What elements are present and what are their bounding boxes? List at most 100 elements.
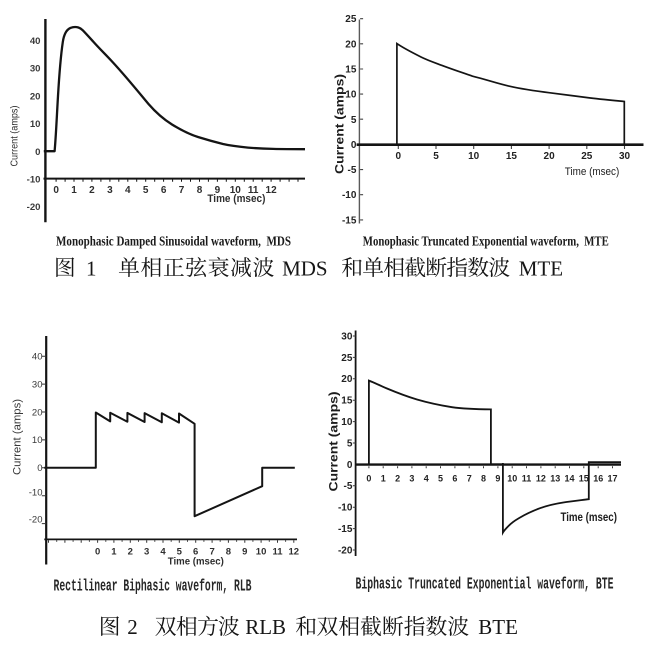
svg-text:-15: -15 [342, 215, 357, 226]
svg-text:5: 5 [438, 474, 443, 484]
svg-text:Current (amps): Current (amps) [332, 74, 346, 174]
svg-text:40: 40 [32, 352, 43, 363]
svg-text:12: 12 [536, 474, 546, 484]
svg-text:10: 10 [507, 474, 517, 484]
svg-text:10: 10 [32, 435, 43, 446]
svg-text:0: 0 [95, 546, 100, 557]
svg-text:10: 10 [341, 417, 353, 428]
svg-text:0: 0 [351, 140, 357, 151]
svg-text:MTE: MTE [519, 256, 563, 280]
svg-text:1: 1 [86, 256, 97, 280]
svg-text:0: 0 [366, 474, 371, 484]
svg-text:15: 15 [345, 65, 357, 76]
svg-text:25: 25 [341, 353, 353, 364]
svg-text:Biphasic Truncated Exponential: Biphasic Truncated Exponential waveform,… [356, 575, 614, 594]
svg-text:7: 7 [467, 474, 472, 484]
svg-text:2: 2 [395, 474, 400, 484]
svg-text:20: 20 [30, 91, 41, 102]
svg-text:5: 5 [143, 185, 149, 196]
svg-text:4: 4 [125, 185, 131, 196]
svg-text:1: 1 [381, 474, 386, 484]
svg-text:5: 5 [347, 438, 353, 449]
svg-text:3: 3 [144, 546, 149, 557]
svg-text:30: 30 [341, 331, 353, 342]
svg-text:30: 30 [619, 151, 631, 162]
svg-text:30: 30 [32, 379, 43, 390]
svg-text:MDS: MDS [282, 256, 328, 280]
svg-text:0: 0 [35, 147, 40, 158]
svg-text:11: 11 [248, 185, 259, 196]
svg-text:RLB: RLB [245, 615, 286, 639]
svg-text:15: 15 [579, 474, 589, 484]
svg-text:9: 9 [242, 546, 247, 557]
svg-text:BTE: BTE [478, 615, 518, 639]
svg-text:10: 10 [468, 151, 480, 162]
svg-text:11: 11 [522, 474, 532, 484]
svg-text:Current (amps): Current (amps) [9, 106, 21, 167]
svg-text:-20: -20 [27, 202, 41, 213]
svg-text:Current (amps): Current (amps) [327, 391, 341, 491]
svg-text:0: 0 [396, 151, 402, 162]
svg-text:6: 6 [452, 474, 457, 484]
svg-text:1: 1 [111, 546, 117, 557]
svg-text:5: 5 [433, 151, 439, 162]
svg-text:0: 0 [53, 185, 59, 196]
svg-text:20: 20 [544, 151, 556, 162]
svg-text:9: 9 [495, 474, 500, 484]
svg-text:13: 13 [550, 474, 560, 484]
svg-text:Time (msec): Time (msec) [168, 557, 224, 568]
svg-text:-5: -5 [347, 165, 356, 176]
svg-text:30: 30 [30, 64, 41, 75]
svg-text:3: 3 [107, 185, 113, 196]
svg-text:11: 11 [272, 546, 283, 557]
svg-text:15: 15 [341, 396, 353, 407]
svg-text:25: 25 [581, 151, 593, 162]
svg-text:-10: -10 [338, 503, 353, 514]
svg-text:8: 8 [226, 546, 231, 557]
svg-text:12: 12 [289, 546, 300, 557]
svg-text:25: 25 [345, 14, 357, 25]
svg-text:10: 10 [345, 90, 357, 101]
svg-text:8: 8 [197, 185, 203, 196]
svg-text:17: 17 [607, 474, 617, 484]
svg-text:10: 10 [30, 119, 41, 130]
svg-text:-5: -5 [343, 481, 352, 492]
svg-text:Rectilinear Biphasic waveform,: Rectilinear Biphasic waveform, RLB [54, 578, 252, 597]
svg-text:2: 2 [89, 185, 95, 196]
svg-text:20: 20 [345, 39, 357, 50]
svg-text:10: 10 [256, 546, 267, 557]
svg-text:15: 15 [506, 151, 518, 162]
svg-text:7: 7 [209, 546, 214, 557]
svg-text:5: 5 [351, 115, 357, 126]
svg-text:16: 16 [593, 474, 603, 484]
svg-text:Time (msec): Time (msec) [560, 510, 617, 524]
svg-text:1: 1 [71, 185, 77, 196]
svg-text:6: 6 [193, 546, 198, 557]
svg-text:-20: -20 [29, 515, 43, 526]
svg-text:7: 7 [179, 185, 185, 196]
svg-text:6: 6 [161, 185, 167, 196]
svg-text:Time (msec): Time (msec) [565, 166, 620, 178]
svg-text:12: 12 [266, 185, 278, 196]
svg-text:5: 5 [177, 546, 183, 557]
svg-text:40: 40 [30, 36, 41, 47]
svg-text:14: 14 [564, 474, 574, 484]
svg-text:8: 8 [481, 474, 486, 484]
svg-text:-10: -10 [342, 190, 357, 201]
svg-text:2: 2 [127, 615, 138, 639]
svg-text:-10: -10 [27, 175, 41, 186]
svg-text:20: 20 [32, 407, 43, 418]
svg-text:Monophasic Truncated Exponenti: Monophasic Truncated Exponential wavefor… [363, 235, 609, 250]
svg-text:Monophasic Damped Sinusoidal w: Monophasic Damped Sinusoidal waveform, M… [56, 235, 291, 250]
svg-text:2: 2 [128, 546, 133, 557]
svg-text:4: 4 [424, 474, 429, 484]
svg-text:4: 4 [160, 546, 166, 557]
svg-text:Current (amps): Current (amps) [12, 399, 24, 475]
svg-text:3: 3 [409, 474, 414, 484]
svg-text:9: 9 [215, 185, 221, 196]
svg-text:Time (msec): Time (msec) [207, 193, 265, 205]
svg-text:0: 0 [37, 463, 42, 474]
svg-text:-10: -10 [29, 487, 43, 498]
svg-text:-15: -15 [338, 524, 353, 535]
svg-text:-20: -20 [338, 545, 353, 556]
